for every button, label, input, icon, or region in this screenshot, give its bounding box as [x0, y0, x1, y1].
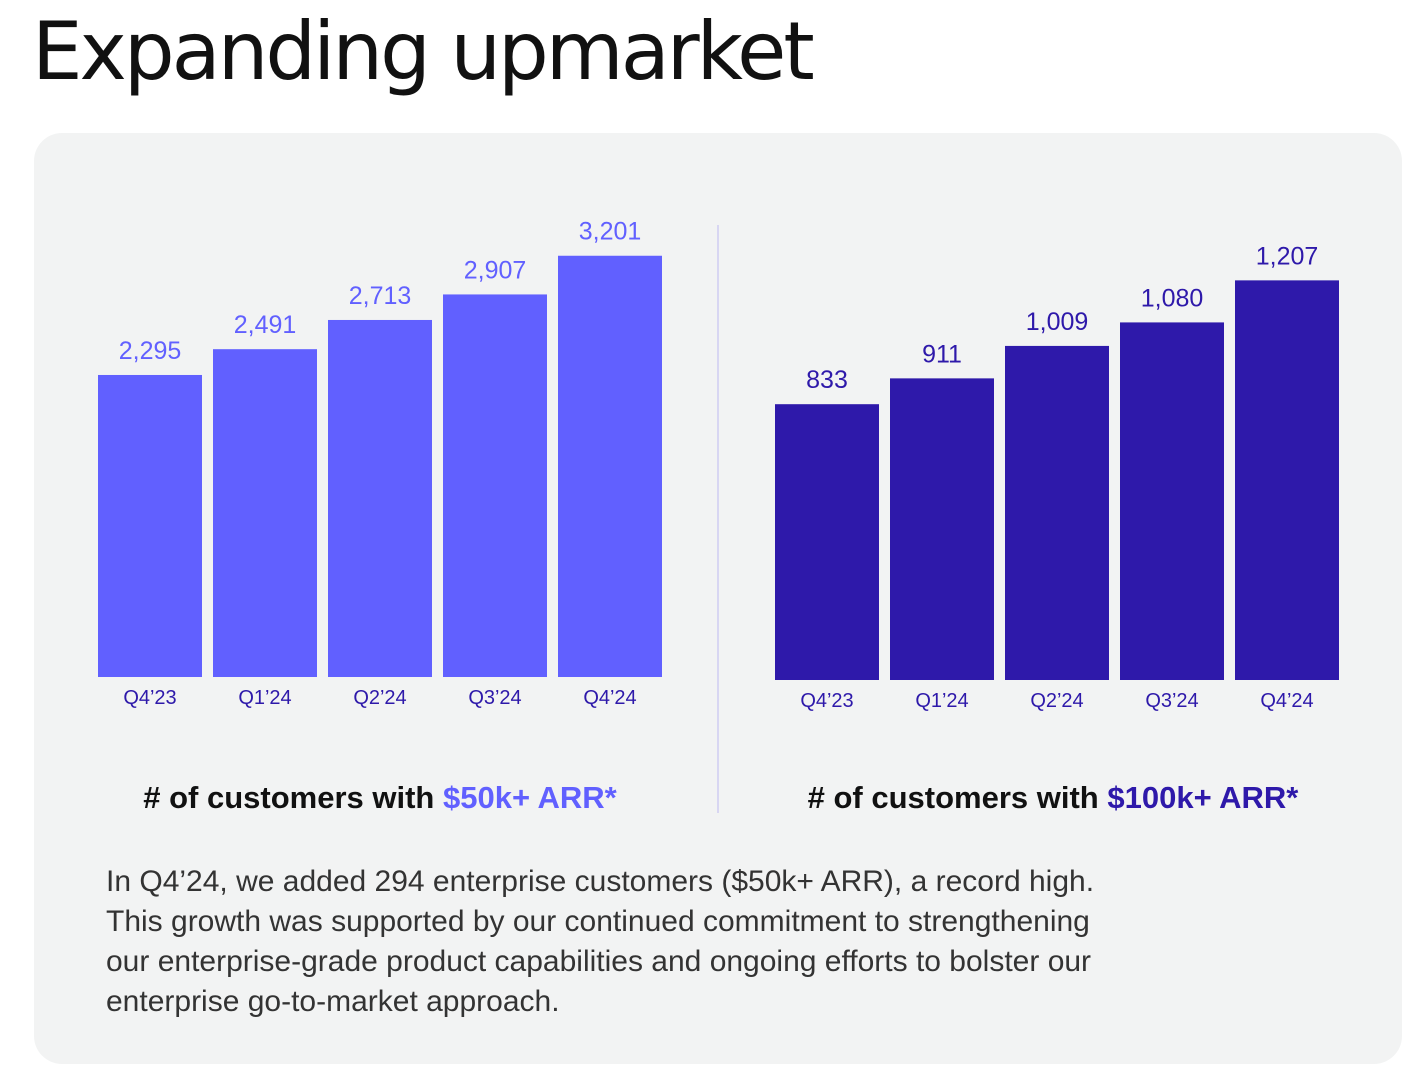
x-tick-label: Q1’24 [238, 687, 291, 709]
x-tick-label: Q4’23 [123, 687, 176, 709]
x-tick-label: Q2’24 [353, 687, 406, 709]
summary-text: In Q4’24, we added 294 enterprise custom… [106, 862, 1346, 1022]
bar-q324 [1120, 322, 1224, 680]
x-tick-label: Q4’24 [583, 687, 636, 709]
bar-value-label: 3,201 [579, 218, 642, 246]
bar-q224 [328, 319, 432, 677]
summary-line: In Q4’24, we added 294 enterprise custom… [106, 865, 1095, 898]
bar-q124 [890, 378, 994, 680]
bar-value-label: 2,295 [119, 337, 182, 365]
summary-line: our enterprise-grade product capabilitie… [106, 945, 1092, 978]
bar-q424 [1235, 280, 1339, 680]
chart-50k-arr: 2,295 Q4’23 2,491 Q1’24 2,713 Q2’24 2,907 Q3’24… [98, 218, 662, 709]
bar-q124 [213, 349, 317, 677]
chart-title-highlight: $50k+ ARR* [442, 780, 617, 815]
summary-line: enterprise go-to-market approach. [106, 985, 560, 1018]
bar-q224 [1005, 345, 1109, 680]
chart-title-50k: # of customers with $50k+ ARR* [143, 780, 617, 816]
x-tick-label: Q4’23 [800, 690, 853, 712]
chart-title-prefix: # of customers with [143, 780, 443, 815]
bar-value-label: 2,491 [234, 311, 297, 339]
summary-line: This growth was supported by our continu… [106, 905, 1090, 938]
bar-value-label: 1,009 [1026, 308, 1089, 336]
chart-title-100k: # of customers with $100k+ ARR* [808, 780, 1299, 816]
chart-divider [717, 225, 719, 813]
chart-title-prefix: # of customers with [807, 780, 1108, 815]
bar-q424 [558, 255, 662, 677]
bar-value-label: 833 [806, 366, 848, 394]
page-title: Expanding upmarket [32, 5, 815, 98]
bar-value-label: 2,713 [349, 282, 412, 310]
chart-title-highlight: $100k+ ARR* [1107, 780, 1299, 815]
bar-value-label: 2,907 [464, 256, 527, 284]
x-tick-label: Q4’24 [1260, 690, 1313, 712]
x-tick-label: Q3’24 [468, 687, 521, 709]
x-tick-label: Q3’24 [1145, 690, 1198, 712]
chart-100k-arr: 833 Q4’23 911 Q1’24 1,009 Q2’24 1,080 Q3’24 1,20… [775, 242, 1339, 712]
bar-value-label: 1,207 [1256, 242, 1319, 270]
bar-q423 [775, 404, 879, 680]
bar-q423 [98, 374, 202, 677]
bar-q324 [443, 294, 547, 677]
bar-value-label: 911 [922, 340, 962, 368]
bar-value-label: 1,080 [1141, 284, 1204, 312]
x-tick-label: Q2’24 [1030, 690, 1083, 712]
x-tick-label: Q1’24 [915, 690, 968, 712]
